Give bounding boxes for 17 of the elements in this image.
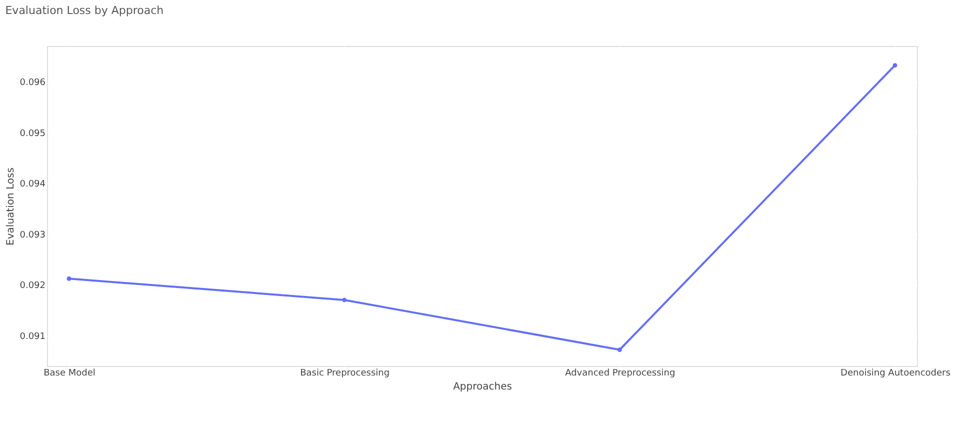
y-tick-label: 0.096: [20, 78, 46, 88]
x-axis-title: Approaches: [453, 382, 512, 392]
point: [617, 348, 622, 352]
x-tick-label: Basic Preprocessing: [300, 368, 390, 378]
y-tick-label: 0.095: [20, 128, 46, 139]
y-tick-label: 0.093: [20, 230, 46, 240]
x-tick-label: Base Model: [44, 368, 96, 378]
y-axis-title: Evaluation Loss: [6, 168, 17, 246]
y-tick-label: 0.091: [20, 332, 46, 342]
y-tick-label: 0.094: [20, 180, 46, 190]
y-tick-label: 0.092: [20, 281, 46, 292]
x-tick-label: Advanced Preprocessing: [565, 368, 676, 378]
chart-title: Evaluation Loss by Approach: [5, 4, 164, 17]
point: [66, 276, 72, 281]
x-tick-label: Denoising Autoencoders: [840, 368, 951, 378]
point: [892, 63, 898, 68]
point: [342, 298, 347, 302]
